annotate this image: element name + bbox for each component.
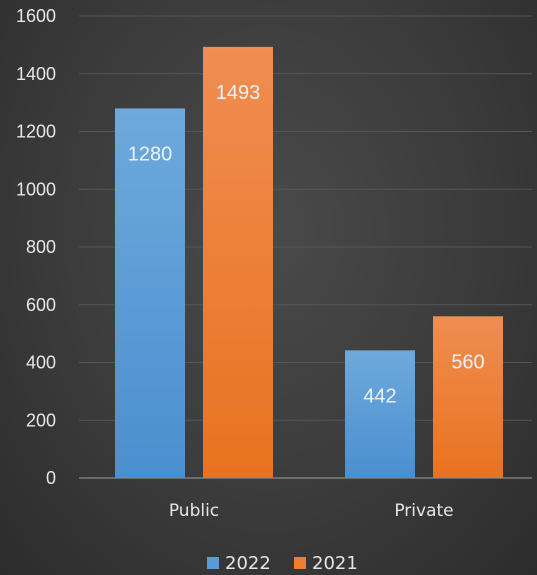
- y-tick-label: 600: [26, 295, 56, 315]
- category-label-public: Public: [169, 501, 219, 521]
- x-axis-categories: Public Private: [169, 501, 454, 521]
- y-tick-label: 200: [26, 410, 56, 430]
- category-label-private: Private: [394, 501, 453, 521]
- legend-swatch-2022: [207, 557, 219, 569]
- legend-label-2022: 2022: [225, 553, 271, 574]
- y-tick-label: 1000: [16, 179, 56, 199]
- y-tick-label: 400: [26, 353, 56, 373]
- data-label-2021-public: 1493: [216, 82, 261, 104]
- y-tick-label: 0: [46, 468, 56, 488]
- bars: [115, 46, 503, 479]
- y-tick-label: 1600: [16, 6, 56, 26]
- legend: 2022 2021: [207, 553, 358, 574]
- y-tick-label: 1200: [16, 122, 56, 142]
- bar-2021-private: [433, 316, 503, 478]
- y-axis-ticks: 0 200 400 600 800 1000 1200 1400 1600: [16, 6, 56, 488]
- data-label-2021-private: 560: [451, 351, 484, 373]
- bar-2022-private: [345, 350, 415, 478]
- bar-2021-public: [203, 46, 273, 479]
- legend-label-2021: 2021: [312, 553, 358, 574]
- data-label-2022-public: 1280: [128, 143, 173, 165]
- data-labels: 1280 1493 442 560: [128, 82, 485, 407]
- legend-swatch-2021: [294, 557, 306, 569]
- y-tick-label: 800: [26, 237, 56, 257]
- y-tick-label: 1400: [16, 64, 56, 84]
- data-label-2022-private: 442: [363, 385, 396, 407]
- bar-2022-public: [115, 108, 185, 479]
